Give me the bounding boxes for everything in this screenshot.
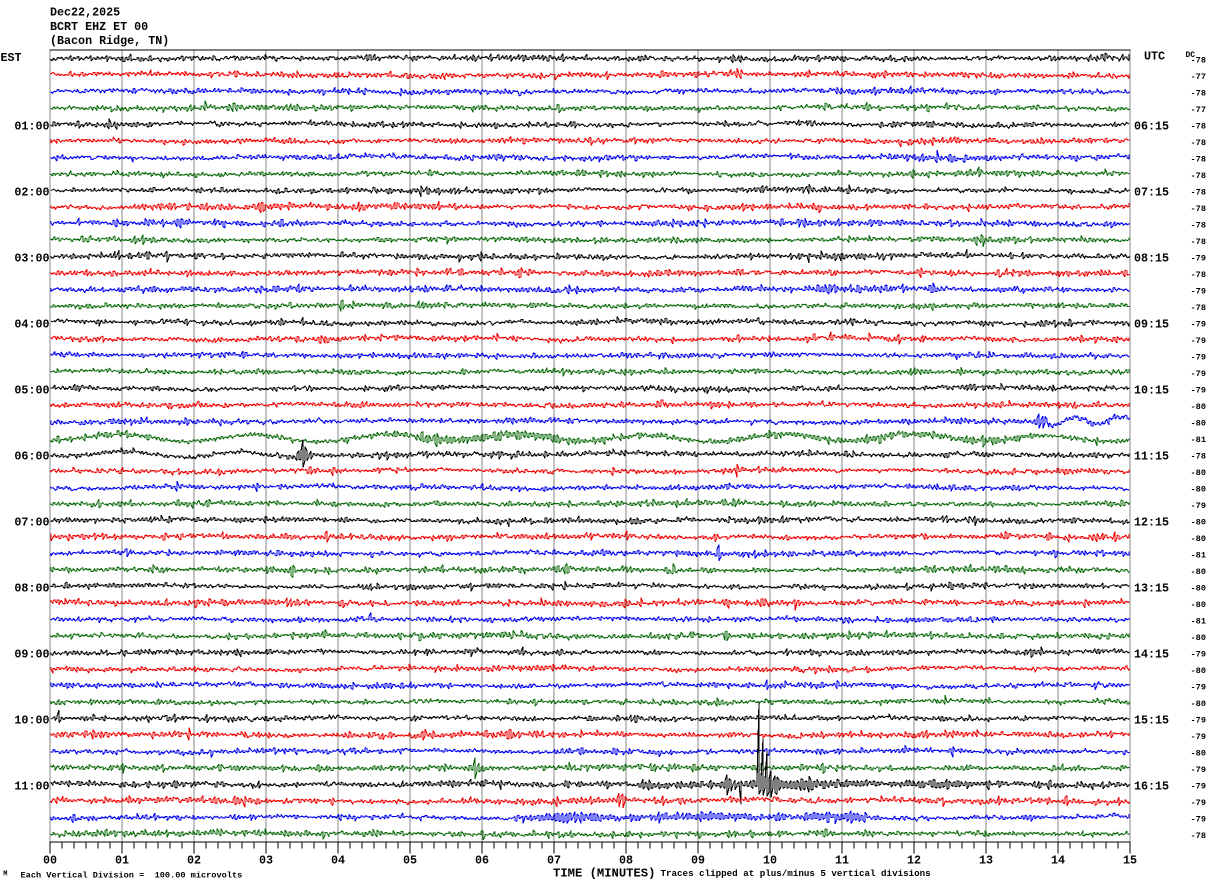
svg-text:-78: -78 [1191,303,1206,313]
svg-text:-78: -78 [1191,138,1206,148]
svg-text:-78: -78 [1191,171,1206,181]
svg-text:-77: -77 [1191,105,1206,115]
svg-text:07:00: 07:00 [14,515,49,529]
svg-text:-80: -80 [1191,468,1206,478]
svg-text:UTC: UTC [1144,49,1165,63]
svg-text:10:00: 10:00 [14,713,49,727]
svg-text:16:15: 16:15 [1134,779,1169,793]
svg-text:13: 13 [979,853,993,867]
svg-text:06: 06 [475,853,489,867]
svg-text:-79: -79 [1191,253,1206,263]
svg-text:06:00: 06:00 [14,449,49,463]
svg-text:-80: -80 [1191,748,1206,758]
svg-text:03:00: 03:00 [14,251,49,265]
svg-text:01: 01 [115,853,129,867]
svg-text:09:00: 09:00 [14,647,49,661]
svg-text:-78: -78 [1191,831,1206,841]
svg-text:-80: -80 [1191,484,1206,494]
svg-text:Each Vertical Division = 100.: Each Vertical Division = 100.00 microvol… [21,871,243,881]
svg-text:-79: -79 [1191,319,1206,329]
svg-text:12: 12 [907,853,921,867]
svg-text:Traces clipped at plus/minus 5: Traces clipped at plus/minus 5 vertical … [661,868,931,879]
svg-text:12:15: 12:15 [1134,515,1169,529]
svg-text:14: 14 [1051,853,1065,867]
svg-text:07: 07 [547,853,561,867]
svg-text:-78: -78 [1191,270,1206,280]
svg-text:14:15: 14:15 [1134,647,1169,661]
svg-text:TIME (MINUTES): TIME (MINUTES) [553,867,655,881]
svg-text:-79: -79 [1191,369,1206,379]
svg-text:08:00: 08:00 [14,581,49,595]
svg-text:-80: -80 [1191,402,1206,412]
svg-text:11:15: 11:15 [1134,449,1169,463]
svg-text:-79: -79 [1191,385,1206,395]
svg-text:-80: -80 [1191,699,1206,709]
svg-text:-79: -79 [1191,715,1206,725]
svg-text:05:00: 05:00 [14,383,49,397]
svg-text:04: 04 [331,853,345,867]
svg-text:-81: -81 [1191,550,1206,560]
svg-text:-78: -78 [1191,204,1206,214]
svg-text:06:15: 06:15 [1134,119,1169,133]
svg-text:M: M [3,871,7,879]
svg-text:-80: -80 [1191,567,1206,577]
svg-text:09: 09 [691,853,705,867]
svg-text:-80: -80 [1191,600,1206,610]
svg-text:-79: -79 [1191,781,1206,791]
svg-text:-79: -79 [1191,352,1206,362]
svg-text:15: 15 [1123,853,1137,867]
svg-text:05: 05 [403,853,417,867]
svg-text:-78: -78 [1191,220,1206,230]
svg-text:11: 11 [835,853,849,867]
svg-text:-78: -78 [1191,88,1206,98]
svg-text:01:00: 01:00 [14,119,49,133]
svg-text:08: 08 [619,853,633,867]
svg-text:-80: -80 [1191,583,1206,593]
svg-text:-79: -79 [1191,501,1206,511]
svg-text:-79: -79 [1191,814,1206,824]
svg-text:-80: -80 [1191,633,1206,643]
svg-text:-79: -79 [1191,798,1206,808]
svg-text:08:15: 08:15 [1134,251,1169,265]
svg-text:10:15: 10:15 [1134,383,1169,397]
svg-text:-78: -78 [1191,451,1206,461]
svg-text:15:15: 15:15 [1134,713,1169,727]
svg-text:EST: EST [1,51,22,65]
svg-text:03: 03 [259,853,273,867]
svg-text:-80: -80 [1191,418,1206,428]
svg-text:(Bacon Ridge, TN): (Bacon Ridge, TN) [50,34,169,48]
svg-text:10: 10 [763,853,777,867]
svg-text:BCRT EHZ ET 00: BCRT EHZ ET 00 [50,20,148,34]
svg-text:07:15: 07:15 [1134,185,1169,199]
svg-text:-79: -79 [1191,649,1206,659]
svg-text:00: 00 [43,853,57,867]
svg-text:-79: -79 [1191,732,1206,742]
svg-text:-80: -80 [1191,534,1206,544]
svg-text:02:00: 02:00 [14,185,49,199]
svg-text:Dec22,2025: Dec22,2025 [50,6,120,20]
svg-text:-79: -79 [1191,765,1206,775]
svg-text:-78: -78 [1191,55,1206,65]
svg-text:11:00: 11:00 [14,779,49,793]
svg-text:13:15: 13:15 [1134,581,1169,595]
svg-text:-81: -81 [1191,616,1206,626]
svg-text:-78: -78 [1191,121,1206,131]
svg-text:-78: -78 [1191,237,1206,247]
svg-text:-81: -81 [1191,435,1206,445]
svg-text:02: 02 [187,853,201,867]
svg-text:-80: -80 [1191,517,1206,527]
svg-text:09:15: 09:15 [1134,317,1169,331]
svg-text:-80: -80 [1191,666,1206,676]
svg-text:-79: -79 [1191,286,1206,296]
svg-text:04:00: 04:00 [14,317,49,331]
svg-text:-77: -77 [1191,72,1206,82]
svg-text:-79: -79 [1191,336,1206,346]
svg-text:-78: -78 [1191,187,1206,197]
svg-text:DC: DC [1186,51,1196,60]
svg-text:-78: -78 [1191,154,1206,164]
svg-text:-79: -79 [1191,682,1206,692]
